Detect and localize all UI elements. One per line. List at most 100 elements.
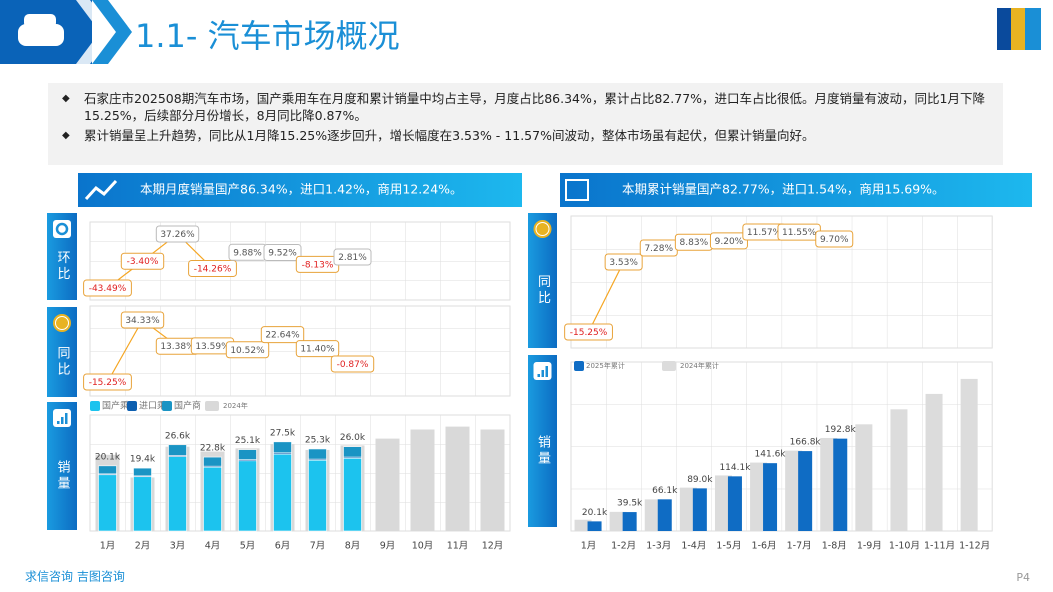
legend-swatch xyxy=(162,401,172,411)
logo xyxy=(997,8,1011,50)
footer-brand: 求信咨询 吉图咨询 xyxy=(25,569,125,584)
bar-2024 xyxy=(890,409,908,531)
side-icon xyxy=(537,374,540,377)
total-label: 22.8k xyxy=(200,444,226,454)
x-tick-label: 10月 xyxy=(412,541,434,552)
car-icon xyxy=(24,14,56,28)
data-label: 9.70% xyxy=(820,235,849,245)
total-label: 26.0k xyxy=(340,433,366,443)
legend-label: 国产乘 xyxy=(102,400,129,412)
legend-swatch xyxy=(574,361,584,371)
bullet-box: ◆ 石家庄市202508期汽车市场，国产乘用车在月度和累计销量中均占主导，月度占比… xyxy=(48,83,1003,165)
bar-segment xyxy=(168,456,187,532)
label-box xyxy=(83,373,132,391)
side-icon xyxy=(55,222,69,236)
bar-2024 xyxy=(375,438,400,531)
bar-segment xyxy=(343,446,362,458)
data-label: 34.33% xyxy=(125,316,160,326)
data-label: 89.0k xyxy=(687,475,713,485)
x-tick-label: 1-2月 xyxy=(611,541,636,552)
x-tick-label: 1-5月 xyxy=(716,541,741,552)
data-label: -15.25% xyxy=(89,378,127,388)
data-label: 9.20% xyxy=(715,237,744,247)
data-label: 10.52% xyxy=(230,346,265,356)
bar-segment xyxy=(273,441,292,454)
data-label: -8.13% xyxy=(302,260,334,270)
x-tick-label: 1-12月 xyxy=(959,541,990,552)
x-tick-label: 1-3月 xyxy=(646,541,671,552)
bar-segment xyxy=(657,499,672,531)
side-label: 同比 xyxy=(55,346,70,378)
bar-segment xyxy=(308,448,327,460)
total-label: 27.5k xyxy=(270,428,296,438)
side-icon xyxy=(61,417,64,424)
label-box xyxy=(120,311,165,329)
legend-label: 2025年累计 xyxy=(586,361,625,370)
bar-segment xyxy=(273,453,292,532)
label-box xyxy=(709,232,748,250)
label-box xyxy=(263,244,302,262)
plot-area xyxy=(89,414,511,532)
bar-2024 xyxy=(445,426,470,531)
label-box xyxy=(120,252,165,270)
x-tick-label: 8月 xyxy=(345,541,361,552)
legend-label: 进口乘 xyxy=(139,400,166,412)
bar-2024 xyxy=(750,462,768,531)
side-icon xyxy=(53,220,71,238)
x-tick-label: 5月 xyxy=(240,541,256,552)
bullet-text: 石家庄市202508期汽车市场，国产乘用车在月度和累计销量中均占主导，月度占比8… xyxy=(84,91,985,123)
banner xyxy=(560,173,1032,207)
side-box xyxy=(528,355,557,527)
banner-text: 本期月度销量国产86.34%，进口1.42%，商用12.24%。 xyxy=(140,182,463,197)
label-box xyxy=(83,279,132,297)
x-tick-label: 11月 xyxy=(447,541,469,552)
bar-2024 xyxy=(960,378,978,531)
header-chevron xyxy=(92,0,132,64)
data-label: 11.40% xyxy=(300,345,335,355)
data-label: 22.64% xyxy=(265,331,300,341)
total-label: 19.4k xyxy=(130,455,156,465)
label-box xyxy=(225,341,270,359)
bar-2024 xyxy=(714,475,732,531)
bar-segment xyxy=(587,521,602,531)
x-tick-label: 1-8月 xyxy=(822,541,847,552)
x-tick-label: 1-9月 xyxy=(857,541,882,552)
bar-segment xyxy=(343,457,362,532)
bar-2024 xyxy=(644,499,662,531)
data-label: -3.40% xyxy=(127,257,159,267)
total-label: 20.1k xyxy=(95,452,121,462)
page-title: 1.1- 汽车市场概况 xyxy=(135,17,400,55)
label-box xyxy=(295,340,340,358)
x-tick-label: 6月 xyxy=(275,541,291,552)
bar-segment xyxy=(203,456,222,467)
label-box xyxy=(564,323,613,341)
side-icon xyxy=(65,413,68,424)
data-label: 141.6k xyxy=(755,450,787,460)
banner-icon xyxy=(84,179,118,201)
data-label: 20.1k xyxy=(582,508,608,518)
x-tick-label: 9月 xyxy=(380,541,396,552)
side-label: 同比 xyxy=(535,275,550,307)
data-label: 3.53% xyxy=(609,258,638,268)
bar-segment xyxy=(98,465,117,475)
bar-segment xyxy=(727,476,742,531)
label-box xyxy=(333,248,372,266)
bar-segment xyxy=(798,451,813,531)
bar-2024 xyxy=(574,519,592,531)
bullet-text: 累计销量呈上升趋势，同比从1月降15.25%逐步回升，增长幅度在3.53% - … xyxy=(84,128,815,143)
side-icon xyxy=(541,370,544,377)
side-icon xyxy=(55,316,69,330)
total-label: 26.6k xyxy=(165,431,191,441)
bullet: ◆ 石家庄市202508期汽车市场，国产乘用车在月度和累计销量中均占主导，月度占比… xyxy=(62,90,989,124)
car-icon xyxy=(18,24,64,46)
data-label: 39.5k xyxy=(617,499,643,509)
data-label: 13.59% xyxy=(195,342,230,352)
data-label: 11.57% xyxy=(747,228,782,238)
bar-2024 xyxy=(785,450,803,531)
x-tick-label: 1月 xyxy=(581,541,597,552)
data-label: 13.38% xyxy=(160,342,195,352)
x-tick-label: 7月 xyxy=(310,541,326,552)
data-label: 2.81% xyxy=(338,253,367,263)
